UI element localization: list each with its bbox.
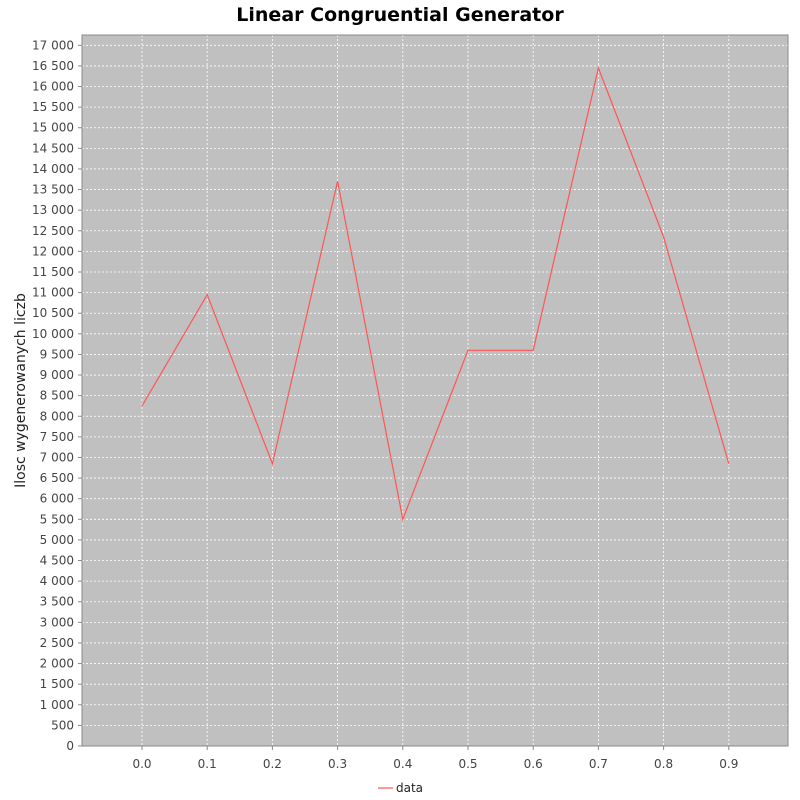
y-tick-label: 6 500 [40, 471, 74, 485]
x-tick-label: 0.3 [328, 757, 347, 771]
y-tick-label: 6 000 [40, 492, 74, 506]
legend-label-data: data [396, 781, 423, 795]
y-tick-label: 3 500 [40, 595, 74, 609]
y-tick-label: 9 500 [40, 347, 74, 361]
y-tick-label: 11 000 [32, 286, 74, 300]
chart-title: Linear Congruential Generator [236, 4, 564, 26]
y-tick-label: 3 000 [40, 615, 74, 629]
x-tick-label: 0.1 [198, 757, 217, 771]
plot-area [82, 35, 788, 746]
x-tick-label: 0.8 [654, 757, 673, 771]
y-tick-label: 16 500 [32, 59, 74, 73]
plot-border [81, 34, 789, 747]
y-tick-label: 500 [51, 718, 74, 732]
y-tick-label: 4 000 [40, 574, 74, 588]
x-tick-label: 0.5 [458, 757, 477, 771]
y-tick-label: 10 000 [32, 327, 74, 341]
y-tick-label: 8 500 [40, 389, 74, 403]
y-tick-label: 4 500 [40, 554, 74, 568]
y-tick-label: 5 000 [40, 533, 74, 547]
legend: data [378, 781, 423, 795]
x-tick-label: 0.2 [263, 757, 282, 771]
series-line-data [141, 65, 730, 522]
y-tick-label: 12 000 [32, 244, 74, 258]
y-tick-label: 15 500 [32, 100, 74, 114]
y-tick-label: 10 500 [32, 306, 74, 320]
y-tick-label: 5 500 [40, 512, 74, 526]
y-tick-label: 1 000 [40, 698, 74, 712]
grid-lines [82, 35, 788, 746]
x-tick-label: 0.4 [393, 757, 412, 771]
x-tick-label: 0.9 [719, 757, 738, 771]
y-tick-label: 7 500 [40, 430, 74, 444]
x-tick-label: 0.0 [132, 757, 151, 771]
y-tick-label: 13 500 [32, 183, 74, 197]
y-tick-label: 13 000 [32, 203, 74, 217]
y-axis-label: Ilosc wygenerowanych liczb [13, 293, 29, 488]
y-axis: 0 500 1 000 1 500 2 000 2 500 3 000 3 500 4 000 4… [32, 38, 82, 753]
y-tick-label: 2 000 [40, 657, 74, 671]
y-tick-label: 16 000 [32, 80, 74, 94]
y-tick-label: 14 000 [32, 162, 74, 176]
y-tick-label: 1 500 [40, 677, 74, 691]
y-tick-label: 11 500 [32, 265, 74, 279]
x-tick-label: 0.6 [524, 757, 543, 771]
y-tick-label: 15 000 [32, 121, 74, 135]
y-tick-label: 2 500 [40, 636, 74, 650]
y-tick-label: 14 500 [32, 141, 74, 155]
y-tick-label: 12 500 [32, 224, 74, 238]
y-tick-label: 17 000 [32, 38, 74, 52]
y-tick-label: 0 [66, 739, 74, 753]
series-group [141, 65, 730, 522]
y-tick-label: 9 000 [40, 368, 74, 382]
y-tick-label: 8 000 [40, 409, 74, 423]
y-tick-label: 7 000 [40, 450, 74, 464]
x-axis: 0.0 0.1 0.2 0.3 0.4 0.5 0.6 0.7 0.8 0.9 [132, 746, 738, 771]
x-tick-label: 0.7 [589, 757, 608, 771]
